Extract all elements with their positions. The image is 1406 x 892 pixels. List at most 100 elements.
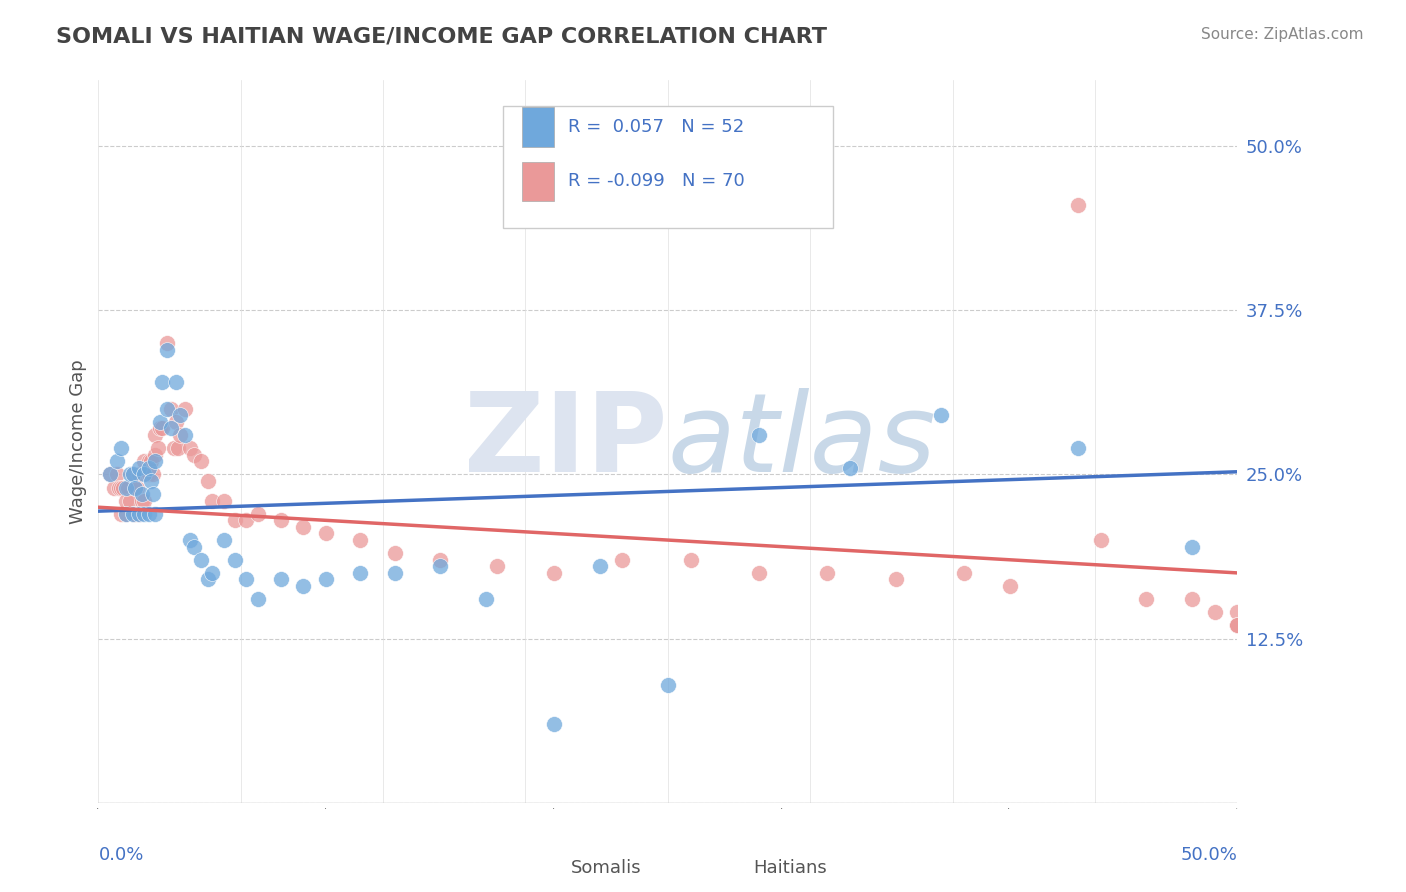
Point: [110, 507, 132, 521]
Point: [315, 526, 337, 541]
Point: [105, 454, 128, 468]
Point: [197, 573, 219, 587]
Point: [150, 376, 173, 390]
Point: [167, 441, 190, 455]
Point: [190, 553, 212, 567]
Point: [132, 454, 155, 468]
Point: [121, 467, 143, 482]
Point: [1181, 540, 1204, 554]
Point: [183, 540, 205, 554]
Text: R =  0.057   N = 52: R = 0.057 N = 52: [568, 119, 744, 136]
Point: [121, 507, 143, 521]
Point: [114, 507, 136, 521]
Point: [657, 677, 679, 691]
Point: [132, 467, 155, 482]
FancyBboxPatch shape: [531, 859, 560, 877]
Point: [212, 533, 235, 547]
Point: [150, 421, 173, 435]
Point: [179, 533, 201, 547]
Point: [139, 454, 162, 468]
Point: [112, 481, 135, 495]
Point: [98, 467, 121, 482]
Point: [114, 481, 136, 495]
Point: [815, 566, 838, 580]
Point: [105, 467, 128, 482]
Point: [174, 401, 197, 416]
Point: [201, 566, 224, 580]
Point: [145, 448, 167, 462]
Point: [174, 428, 197, 442]
Point: [139, 474, 162, 488]
Text: 50.0%: 50.0%: [1181, 847, 1237, 864]
Y-axis label: Wage/Income Gap: Wage/Income Gap: [69, 359, 87, 524]
Point: [156, 336, 179, 351]
Point: [748, 428, 770, 442]
Text: atlas: atlas: [668, 388, 936, 495]
Point: [108, 481, 131, 495]
Text: Haitians: Haitians: [754, 859, 827, 877]
Point: [138, 507, 160, 521]
Point: [429, 553, 451, 567]
Point: [246, 507, 269, 521]
Point: [1135, 592, 1157, 607]
Point: [1226, 618, 1249, 632]
Point: [349, 533, 371, 547]
Point: [128, 460, 150, 475]
Point: [165, 415, 187, 429]
Point: [839, 460, 862, 475]
Point: [1226, 618, 1249, 632]
Point: [142, 487, 165, 501]
Point: [1090, 533, 1112, 547]
Point: [114, 507, 136, 521]
Text: R = -0.099   N = 70: R = -0.099 N = 70: [568, 172, 744, 190]
Point: [131, 493, 153, 508]
Point: [884, 573, 907, 587]
FancyBboxPatch shape: [503, 105, 832, 228]
Point: [110, 441, 132, 455]
Point: [384, 546, 406, 560]
Point: [132, 493, 155, 508]
Point: [117, 481, 139, 495]
Point: [165, 376, 187, 390]
Point: [138, 467, 160, 482]
Point: [124, 507, 146, 521]
Point: [349, 566, 371, 580]
Point: [138, 460, 160, 475]
Point: [543, 566, 565, 580]
Point: [224, 553, 246, 567]
Point: [190, 454, 212, 468]
Point: [160, 421, 183, 435]
Point: [1226, 618, 1249, 632]
Point: [156, 343, 179, 357]
Point: [384, 566, 406, 580]
Point: [103, 481, 125, 495]
Point: [235, 513, 257, 527]
Point: [292, 579, 315, 593]
Point: [162, 441, 184, 455]
Point: [121, 467, 143, 482]
Point: [169, 409, 191, 423]
Point: [1067, 198, 1090, 212]
Point: [142, 467, 165, 482]
Point: [149, 421, 172, 435]
Point: [120, 467, 142, 482]
Point: [128, 467, 150, 482]
Point: [124, 481, 146, 495]
Point: [1181, 592, 1204, 607]
Point: [128, 507, 150, 521]
Point: [953, 566, 976, 580]
Point: [120, 493, 142, 508]
Point: [149, 415, 172, 429]
Point: [128, 507, 150, 521]
Point: [121, 507, 143, 521]
Text: Source: ZipAtlas.com: Source: ZipAtlas.com: [1201, 27, 1364, 42]
Point: [132, 507, 155, 521]
Point: [1226, 605, 1249, 619]
Point: [212, 493, 235, 508]
Point: [246, 592, 269, 607]
Point: [98, 467, 121, 482]
Point: [588, 559, 610, 574]
Point: [543, 717, 565, 731]
Text: SOMALI VS HAITIAN WAGE/INCOME GAP CORRELATION CHART: SOMALI VS HAITIAN WAGE/INCOME GAP CORREL…: [56, 27, 827, 46]
Point: [127, 481, 149, 495]
